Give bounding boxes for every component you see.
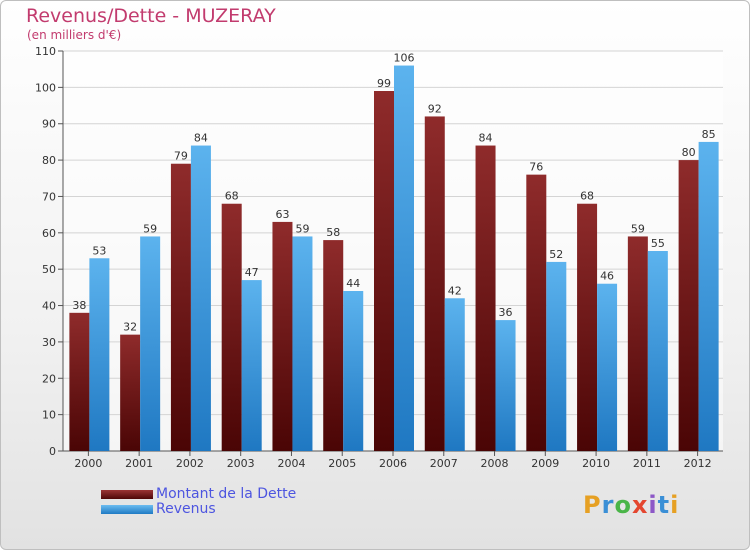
x-tick-label: 2007 — [430, 457, 458, 470]
legend-label-revenus: Revenus — [156, 501, 216, 517]
y-tick-label: 60 — [42, 227, 56, 240]
x-tick-label: 2006 — [379, 457, 407, 470]
chart-subtitle: (en milliers d'€) — [27, 28, 122, 42]
x-tick-label: 2012 — [684, 457, 712, 470]
x-tick-label: 2000 — [74, 457, 102, 470]
data-label-dette: 32 — [123, 321, 137, 334]
data-label-dette: 76 — [529, 161, 543, 174]
bar-revenus — [140, 236, 161, 451]
bar-dette — [424, 116, 445, 452]
data-label-dette: 59 — [631, 222, 645, 235]
data-label-dette: 84 — [479, 132, 493, 145]
y-tick-label: 30 — [42, 336, 56, 349]
legend-swatch-dette — [101, 490, 153, 499]
bar-dette — [577, 203, 598, 451]
y-tick-label: 20 — [42, 372, 56, 385]
bar-revenus — [546, 261, 567, 451]
bar-dette — [627, 236, 648, 451]
data-label-revenus: 36 — [499, 306, 513, 319]
data-label-revenus: 47 — [245, 266, 259, 279]
bar-dette — [170, 163, 191, 451]
data-label-dette: 58 — [326, 226, 340, 239]
data-label-revenus: 106 — [394, 52, 415, 65]
data-label-revenus: 46 — [600, 270, 614, 283]
bar-revenus — [292, 236, 313, 451]
y-tick-label: 40 — [42, 300, 56, 313]
bar-dette — [69, 312, 90, 451]
y-tick-label: 100 — [35, 81, 56, 94]
x-tick-label: 2003 — [227, 457, 255, 470]
bar-revenus — [89, 258, 110, 451]
data-label-dette: 80 — [682, 146, 696, 159]
y-tick-label: 80 — [42, 154, 56, 167]
bar-revenus — [495, 320, 516, 451]
proxiti-logo: Proxiti — [583, 491, 680, 519]
x-tick-label: 2009 — [531, 457, 559, 470]
data-label-dette: 63 — [275, 208, 289, 221]
bar-dette — [475, 145, 496, 451]
x-tick-label: 2008 — [481, 457, 509, 470]
bar-revenus — [647, 251, 668, 451]
bar-dette — [272, 221, 293, 451]
bar-dette — [120, 334, 141, 451]
x-tick-label: 2010 — [582, 457, 610, 470]
data-label-dette: 38 — [72, 299, 86, 312]
x-tick-label: 2004 — [277, 457, 305, 470]
data-label-dette: 99 — [377, 77, 391, 90]
y-tick-label: 0 — [49, 445, 56, 458]
data-label-revenus: 44 — [346, 277, 360, 290]
legend-swatch-revenus — [101, 505, 153, 514]
bar-dette — [221, 203, 242, 451]
bar-dette — [323, 240, 344, 451]
data-label-revenus: 53 — [92, 244, 106, 257]
y-tick-label: 110 — [35, 45, 56, 58]
data-label-revenus: 85 — [702, 128, 716, 141]
chart-title: Revenus/Dette - MUZERAY — [26, 5, 276, 27]
bar-dette — [374, 91, 394, 451]
bar-revenus — [394, 65, 414, 451]
y-tick-label: 90 — [42, 118, 56, 131]
x-tick-label: 2011 — [633, 457, 661, 470]
x-tick-label: 2001 — [125, 457, 153, 470]
x-tick-label: 2002 — [176, 457, 204, 470]
bar-revenus — [190, 145, 211, 451]
bar-dette — [526, 174, 547, 452]
data-label-revenus: 59 — [143, 222, 157, 235]
data-label-dette: 68 — [580, 190, 594, 203]
bar-revenus — [241, 280, 262, 451]
y-tick-label: 10 — [42, 409, 56, 422]
data-label-dette: 92 — [428, 102, 442, 115]
data-label-revenus: 52 — [549, 248, 563, 261]
y-tick-label: 70 — [42, 190, 56, 203]
data-label-revenus: 42 — [448, 284, 462, 297]
y-tick-label: 50 — [42, 263, 56, 276]
bar-revenus — [343, 291, 364, 451]
data-label-revenus: 59 — [295, 222, 309, 235]
data-label-dette: 79 — [174, 150, 188, 163]
x-tick-label: 2005 — [328, 457, 356, 470]
legend-label-dette: Montant de la Dette — [156, 486, 297, 502]
bar-revenus — [597, 283, 618, 451]
bar-revenus — [444, 298, 465, 451]
data-label-revenus: 84 — [194, 132, 208, 145]
data-label-dette: 68 — [225, 190, 239, 203]
bar-revenus — [698, 141, 719, 451]
bar-dette — [678, 160, 699, 451]
data-label-revenus: 55 — [651, 237, 665, 250]
